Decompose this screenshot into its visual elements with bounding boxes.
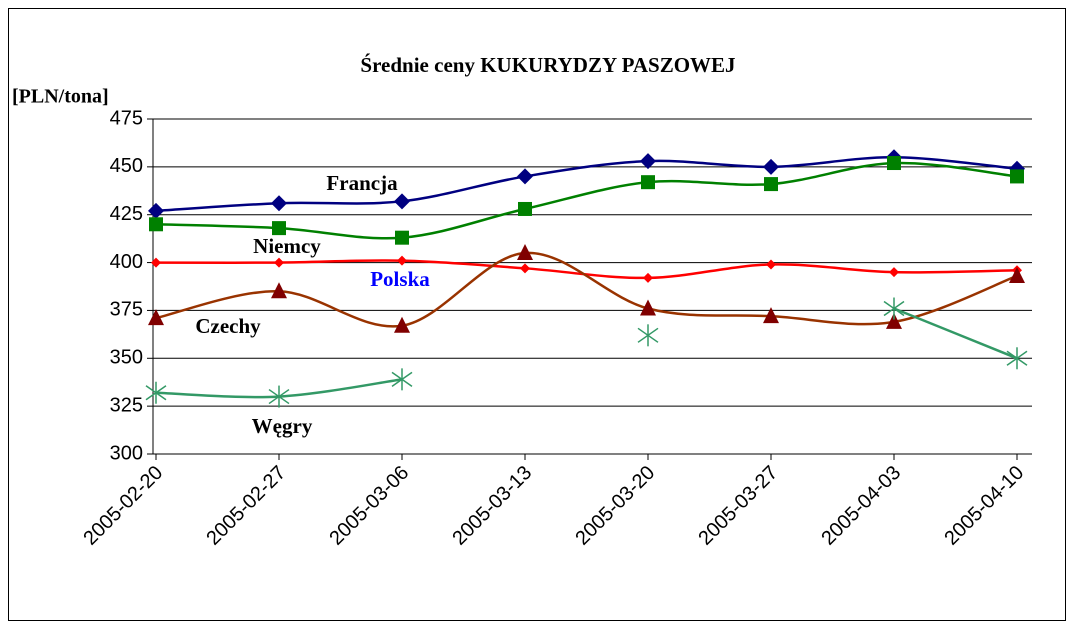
marker bbox=[148, 202, 164, 219]
marker bbox=[148, 309, 164, 326]
series-line bbox=[155, 161, 1018, 240]
marker bbox=[268, 385, 290, 408]
marker bbox=[394, 316, 410, 333]
series-line bbox=[893, 307, 1018, 360]
marker bbox=[643, 272, 653, 283]
marker bbox=[763, 158, 779, 175]
series-label: Węgry bbox=[252, 414, 313, 438]
marker bbox=[520, 263, 530, 274]
series-label: Niemcy bbox=[253, 234, 321, 258]
marker bbox=[518, 201, 532, 216]
series-line bbox=[155, 251, 1018, 328]
series-line bbox=[155, 156, 1018, 213]
marker bbox=[517, 168, 533, 185]
marker bbox=[145, 381, 167, 404]
y-axis-label: [PLN/tona] bbox=[12, 86, 109, 108]
marker bbox=[391, 368, 413, 391]
marker bbox=[151, 257, 161, 268]
marker bbox=[397, 255, 407, 266]
marker bbox=[889, 267, 899, 278]
marker bbox=[640, 153, 656, 170]
marker bbox=[763, 307, 779, 324]
marker bbox=[395, 230, 409, 245]
chart-title: Średnie ceny KUKURYDZY PASZOWEJ bbox=[360, 53, 735, 77]
marker bbox=[1010, 169, 1024, 184]
marker bbox=[887, 156, 901, 171]
marker-stroke bbox=[145, 385, 167, 401]
marker bbox=[272, 221, 286, 236]
marker bbox=[1006, 347, 1028, 370]
marker bbox=[766, 259, 776, 270]
y-tick-label: 450 bbox=[110, 155, 143, 177]
marker bbox=[640, 299, 656, 316]
marker bbox=[641, 175, 655, 190]
y-tick-label: 300 bbox=[110, 442, 143, 464]
marker bbox=[637, 324, 659, 347]
series-label: Czechy bbox=[195, 314, 261, 338]
marker bbox=[886, 312, 902, 329]
marker bbox=[394, 193, 410, 210]
y-tick-label: 350 bbox=[110, 347, 143, 369]
series-label: Francja bbox=[326, 171, 398, 195]
marker bbox=[883, 297, 905, 320]
series-label: Polska bbox=[370, 267, 430, 291]
chart-border bbox=[8, 8, 1066, 621]
marker-stroke bbox=[1006, 350, 1028, 366]
y-tick-label: 325 bbox=[110, 394, 143, 416]
marker-stroke bbox=[637, 327, 659, 343]
y-tick-label: 475 bbox=[110, 107, 143, 129]
marker bbox=[271, 282, 287, 299]
y-tick-label: 425 bbox=[110, 203, 143, 225]
marker bbox=[1009, 266, 1025, 283]
marker bbox=[517, 244, 533, 260]
marker-stroke bbox=[391, 371, 413, 387]
marker bbox=[764, 177, 778, 192]
y-tick-label: 375 bbox=[110, 299, 143, 321]
marker-stroke bbox=[883, 300, 905, 317]
marker-stroke bbox=[268, 388, 290, 405]
marker bbox=[149, 217, 163, 232]
y-tick-label: 400 bbox=[110, 251, 143, 273]
marker bbox=[271, 195, 287, 212]
marker bbox=[274, 257, 284, 268]
